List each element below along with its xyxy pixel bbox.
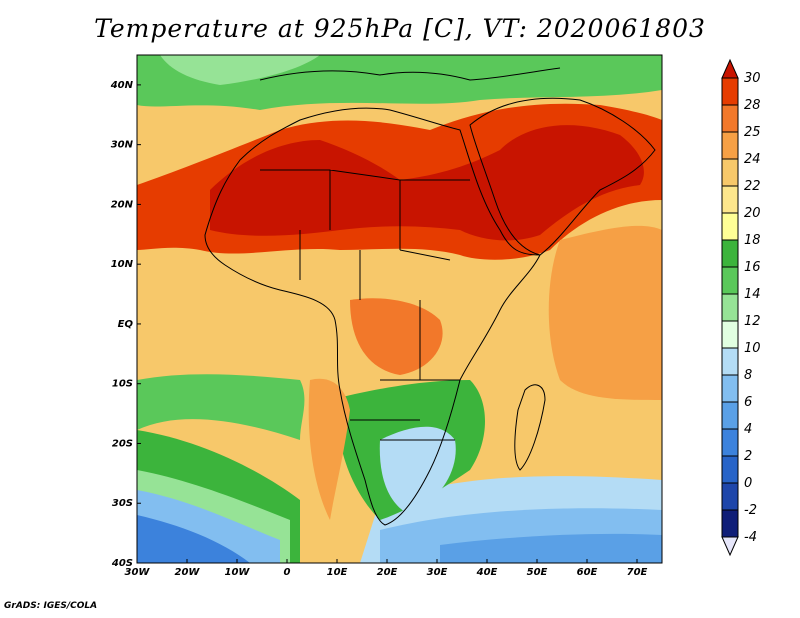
lon-label: 30W	[125, 567, 151, 578]
colorbar-swatch	[721, 239, 739, 268]
sahara-hottest	[210, 125, 644, 241]
colorbar-label: 10	[744, 341, 761, 356]
colorbar-swatch	[721, 104, 739, 133]
colorbar-label: 8	[744, 368, 752, 383]
mediterranean-north-coast	[259, 67, 561, 81]
atlantic-warm-tongue	[137, 240, 315, 380]
lat-label: 20S	[112, 438, 133, 449]
colorbar-label: 25	[744, 125, 761, 140]
colorbar-swatch	[721, 266, 739, 295]
colorbar-swatch	[721, 320, 739, 349]
atlantic-green-band	[137, 374, 305, 440]
colorbar-label: 18	[744, 233, 761, 248]
longitude-axis: 30W 20W 10W 0 10E 20E 30E 40E 50E 60E 70E	[125, 559, 648, 578]
africa-coastline	[204, 107, 541, 526]
lat-label: EQ	[118, 319, 134, 330]
colorbar-label: 16	[744, 260, 761, 275]
border-lines	[260, 169, 470, 441]
lon-label: 60E	[577, 567, 598, 578]
lon-label: 40E	[476, 567, 498, 578]
colorbar-swatch	[721, 158, 739, 187]
lon-label: 50E	[527, 567, 548, 578]
colorbar-swatch	[721, 185, 739, 214]
colorbar-label: 28	[744, 98, 761, 113]
lat-label: 40N	[110, 80, 134, 91]
colorbar-label: 2	[744, 449, 752, 464]
arabia-coastline	[469, 97, 656, 256]
colorbar-swatch	[721, 455, 739, 484]
lon-label: 30E	[427, 567, 448, 578]
latitude-axis: 40N 30N 20N 10N EQ 10S 20S 30S 40S	[110, 80, 141, 569]
lat-label: 20N	[111, 199, 134, 210]
lat-label: 30S	[112, 498, 133, 509]
colorbar-swatch	[721, 77, 739, 106]
colorbar-swatch	[721, 293, 739, 322]
madagascar-coastline	[514, 384, 546, 471]
lat-label: 30N	[111, 140, 134, 151]
colorbar-label: 20	[744, 206, 761, 221]
colorbar-label: 30	[744, 71, 761, 86]
plot-frame	[136, 54, 663, 564]
lat-label: 10N	[111, 259, 134, 270]
namibia-warm	[308, 378, 350, 520]
colorbar-label: 14	[744, 287, 761, 302]
coldest-ocean-band	[137, 515, 250, 563]
colorbar-swatch	[721, 428, 739, 457]
colorbar-label: -4	[744, 530, 757, 545]
colorbar-label: 4	[744, 422, 752, 437]
indian-ocean-warm	[548, 225, 662, 400]
temperature-field	[137, 55, 662, 563]
colorbar-swatch	[721, 509, 739, 538]
lon-label: 20E	[377, 567, 398, 578]
central-africa-warm	[350, 298, 443, 375]
colorbar-label: 6	[744, 395, 752, 410]
colorbar-label: 24	[744, 152, 761, 167]
colorbar-swatch	[721, 131, 739, 160]
coastlines	[204, 67, 656, 526]
credit-text: GrADS: IGES/COLA	[4, 601, 98, 611]
colorbar-bottom-arrow	[721, 536, 739, 557]
lon-label: 10E	[327, 567, 348, 578]
map-title: Temperature at 925hPa [C], VT: 202006180…	[94, 14, 706, 43]
southern-africa-cool	[379, 426, 456, 515]
lon-label: 20W	[175, 567, 201, 578]
lat-label: 10S	[112, 379, 133, 390]
colorbar-label: 22	[744, 179, 761, 194]
south-east-ocean-colder	[440, 533, 662, 563]
colorbar-top-arrow	[721, 58, 739, 79]
colorbar-label: -2	[744, 503, 757, 518]
colorbar-swatch	[721, 374, 739, 403]
north-cool-region-2	[160, 55, 320, 85]
colorbar-label: 12	[744, 314, 761, 329]
colorbar-swatch	[721, 482, 739, 511]
lat-label: 40S	[111, 558, 133, 569]
colorbar-swatch	[721, 347, 739, 376]
colorbar-swatch	[721, 212, 739, 241]
lon-label: 0	[284, 567, 291, 578]
lon-label: 10W	[225, 567, 251, 578]
lon-label: 70E	[627, 567, 648, 578]
colorbar-swatch	[721, 401, 739, 430]
colorbar-label: 0	[744, 476, 752, 491]
